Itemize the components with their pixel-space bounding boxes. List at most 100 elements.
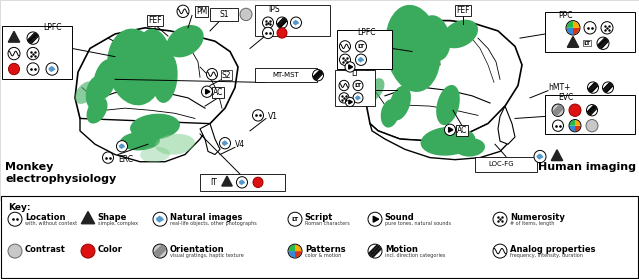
FancyBboxPatch shape	[1, 196, 638, 278]
Circle shape	[339, 41, 351, 52]
Ellipse shape	[420, 127, 475, 156]
Circle shape	[241, 9, 250, 19]
Ellipse shape	[366, 78, 385, 101]
Text: Monkey
electrophysiology: Monkey electrophysiology	[5, 162, 116, 184]
FancyBboxPatch shape	[200, 174, 285, 191]
Circle shape	[587, 82, 599, 93]
Ellipse shape	[389, 86, 411, 121]
Text: Shape: Shape	[98, 213, 127, 222]
Circle shape	[153, 244, 167, 258]
Text: Patterns: Patterns	[305, 245, 346, 254]
Circle shape	[493, 244, 507, 258]
Polygon shape	[373, 216, 379, 222]
Circle shape	[263, 27, 273, 39]
Wedge shape	[567, 21, 573, 28]
Circle shape	[206, 69, 217, 80]
Text: LT: LT	[357, 44, 365, 49]
Circle shape	[201, 86, 213, 97]
Circle shape	[553, 120, 564, 131]
Circle shape	[445, 124, 456, 136]
Ellipse shape	[389, 28, 423, 61]
Circle shape	[8, 47, 20, 60]
Text: LPFC: LPFC	[43, 23, 61, 32]
FancyBboxPatch shape	[335, 70, 375, 106]
Circle shape	[587, 120, 597, 131]
Circle shape	[243, 11, 249, 18]
Circle shape	[277, 17, 288, 28]
Circle shape	[220, 138, 231, 149]
Text: Orientation: Orientation	[170, 245, 224, 254]
Circle shape	[312, 69, 323, 81]
Polygon shape	[365, 21, 522, 141]
FancyBboxPatch shape	[2, 26, 72, 79]
FancyBboxPatch shape	[475, 157, 537, 172]
Circle shape	[288, 212, 302, 226]
Text: Location: Location	[25, 213, 65, 222]
Text: hMT+: hMT+	[548, 83, 571, 92]
Circle shape	[12, 248, 18, 254]
FancyBboxPatch shape	[210, 8, 238, 21]
Wedge shape	[295, 251, 302, 258]
Text: PM: PM	[196, 7, 207, 16]
Ellipse shape	[166, 25, 204, 57]
Ellipse shape	[93, 59, 117, 99]
Ellipse shape	[139, 29, 171, 74]
Text: Color: Color	[98, 245, 123, 254]
Wedge shape	[569, 126, 575, 131]
Polygon shape	[80, 119, 210, 162]
Circle shape	[244, 13, 248, 16]
Text: AC: AC	[213, 88, 223, 97]
Circle shape	[353, 93, 363, 103]
Circle shape	[587, 105, 597, 116]
Polygon shape	[222, 140, 228, 146]
Text: Human imaging: Human imaging	[538, 162, 636, 172]
Text: V4: V4	[235, 140, 245, 149]
Text: Numerosity: Numerosity	[510, 213, 565, 222]
Text: Natural images: Natural images	[170, 213, 242, 222]
Text: AC: AC	[457, 126, 467, 135]
Circle shape	[177, 5, 189, 18]
Circle shape	[242, 10, 250, 19]
Circle shape	[345, 62, 355, 72]
Circle shape	[355, 41, 367, 52]
Circle shape	[243, 12, 249, 17]
Polygon shape	[81, 211, 95, 224]
Wedge shape	[573, 21, 580, 28]
Text: simple, complex: simple, complex	[98, 221, 138, 226]
Circle shape	[12, 248, 19, 254]
Text: MT-MST: MT-MST	[273, 72, 300, 78]
Polygon shape	[449, 128, 453, 132]
Text: Sound: Sound	[385, 213, 415, 222]
Polygon shape	[222, 176, 232, 186]
Text: visual gratings, haptic texture: visual gratings, haptic texture	[170, 253, 243, 258]
Circle shape	[291, 17, 302, 28]
Circle shape	[27, 63, 39, 75]
Polygon shape	[551, 150, 563, 161]
Polygon shape	[200, 124, 220, 155]
Text: IPS: IPS	[268, 5, 280, 14]
Polygon shape	[349, 65, 353, 69]
Text: V1: V1	[268, 112, 278, 121]
Polygon shape	[119, 143, 125, 149]
Polygon shape	[355, 95, 361, 100]
Ellipse shape	[86, 76, 104, 109]
Polygon shape	[8, 31, 20, 42]
Text: incl. direction categories: incl. direction categories	[385, 253, 445, 258]
Text: PPC: PPC	[558, 11, 573, 20]
Circle shape	[10, 246, 20, 256]
Circle shape	[27, 47, 39, 60]
Circle shape	[10, 246, 20, 257]
Wedge shape	[567, 28, 573, 34]
Circle shape	[81, 244, 95, 258]
Ellipse shape	[436, 85, 460, 125]
Circle shape	[597, 37, 609, 49]
Circle shape	[603, 82, 613, 93]
Polygon shape	[358, 57, 364, 62]
Circle shape	[368, 244, 382, 258]
Ellipse shape	[420, 15, 450, 61]
Ellipse shape	[120, 132, 160, 150]
FancyBboxPatch shape	[255, 68, 317, 82]
Text: # of items, length: # of items, length	[510, 221, 554, 226]
Circle shape	[493, 212, 507, 226]
Circle shape	[277, 28, 287, 38]
